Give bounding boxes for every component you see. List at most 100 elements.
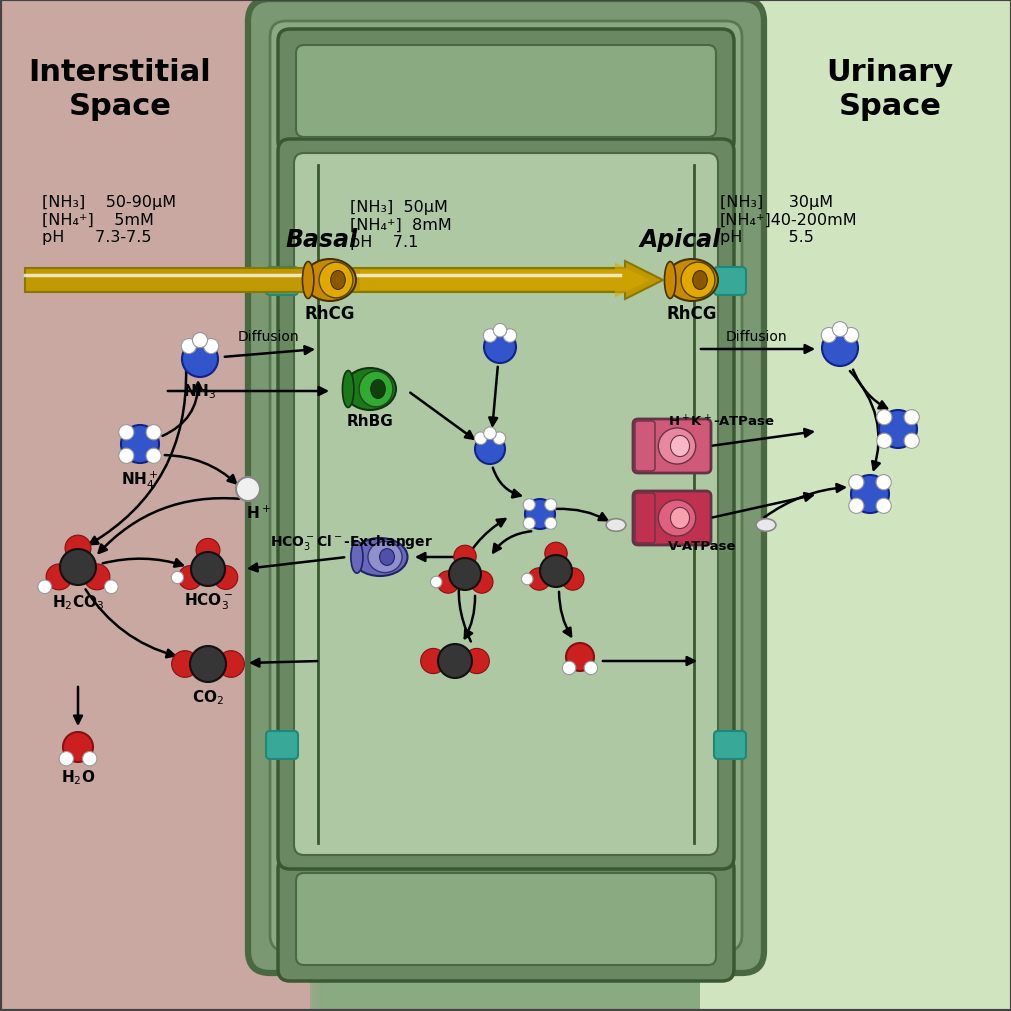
- Text: [NH₃]    50-90μM
[NH₄⁺]    5mM
pH      7.3-7.5: [NH₃] 50-90μM [NH₄⁺] 5mM pH 7.3-7.5: [42, 195, 176, 245]
- Circle shape: [84, 564, 110, 590]
- Ellipse shape: [665, 260, 717, 301]
- Text: [NH₃]  50μM
[NH₄⁺]  8mM
pH    7.1: [NH₃] 50μM [NH₄⁺] 8mM pH 7.1: [350, 200, 451, 250]
- Ellipse shape: [670, 436, 688, 457]
- Ellipse shape: [606, 520, 625, 532]
- Circle shape: [848, 475, 863, 490]
- Ellipse shape: [664, 262, 675, 299]
- Circle shape: [437, 571, 459, 593]
- Circle shape: [430, 576, 442, 588]
- Circle shape: [59, 752, 74, 766]
- Ellipse shape: [352, 539, 407, 576]
- Text: HCO$_3^-$: HCO$_3^-$: [183, 591, 233, 612]
- Text: Basal: Basal: [285, 227, 358, 252]
- Text: Diffusion: Diffusion: [725, 330, 786, 344]
- Circle shape: [483, 428, 495, 440]
- Text: H$_2$O: H$_2$O: [61, 767, 95, 786]
- Ellipse shape: [657, 500, 695, 537]
- Bar: [310, 0, 312, 1011]
- Circle shape: [190, 646, 225, 682]
- Ellipse shape: [368, 542, 401, 573]
- Circle shape: [492, 325, 507, 338]
- Circle shape: [191, 552, 224, 586]
- Circle shape: [848, 498, 863, 514]
- Bar: [309, 0, 311, 1011]
- FancyBboxPatch shape: [266, 731, 297, 759]
- FancyBboxPatch shape: [634, 493, 654, 544]
- Circle shape: [146, 449, 161, 464]
- Circle shape: [850, 475, 888, 514]
- Circle shape: [523, 499, 535, 512]
- Ellipse shape: [303, 260, 356, 301]
- Circle shape: [203, 339, 218, 354]
- Ellipse shape: [755, 520, 775, 532]
- Circle shape: [449, 558, 480, 590]
- Circle shape: [213, 566, 238, 589]
- Text: Interstitial
Space: Interstitial Space: [28, 58, 211, 120]
- Circle shape: [146, 426, 161, 441]
- Bar: [313, 0, 315, 1011]
- Circle shape: [217, 651, 244, 677]
- FancyArrow shape: [25, 262, 662, 299]
- Circle shape: [544, 499, 556, 512]
- Bar: [320, 0, 323, 1011]
- Circle shape: [876, 475, 891, 490]
- Circle shape: [474, 433, 486, 445]
- Ellipse shape: [302, 262, 313, 299]
- Ellipse shape: [657, 429, 695, 465]
- Text: NH$_3$: NH$_3$: [183, 381, 216, 400]
- Ellipse shape: [344, 369, 395, 410]
- Circle shape: [540, 555, 571, 587]
- Bar: [316, 0, 318, 1011]
- Circle shape: [544, 518, 556, 530]
- Circle shape: [502, 330, 517, 343]
- Bar: [305, 0, 307, 1011]
- Text: H$_2$CO$_3$: H$_2$CO$_3$: [52, 592, 104, 611]
- Circle shape: [561, 568, 583, 590]
- FancyBboxPatch shape: [278, 30, 733, 154]
- Circle shape: [182, 342, 217, 378]
- Ellipse shape: [359, 372, 392, 407]
- Circle shape: [118, 449, 133, 464]
- Circle shape: [171, 572, 183, 584]
- Bar: [319, 0, 321, 1011]
- FancyBboxPatch shape: [714, 268, 745, 295]
- FancyBboxPatch shape: [270, 22, 741, 951]
- Ellipse shape: [342, 371, 354, 408]
- FancyBboxPatch shape: [632, 491, 711, 546]
- Circle shape: [821, 331, 857, 367]
- Ellipse shape: [680, 263, 714, 298]
- Circle shape: [523, 518, 535, 530]
- Bar: [306, 0, 308, 1011]
- Ellipse shape: [331, 271, 345, 290]
- Circle shape: [438, 644, 471, 678]
- Circle shape: [421, 649, 446, 674]
- Bar: [307, 0, 309, 1011]
- Circle shape: [525, 499, 554, 530]
- Circle shape: [483, 332, 516, 364]
- Circle shape: [118, 426, 133, 441]
- Circle shape: [63, 732, 93, 762]
- Circle shape: [879, 410, 916, 449]
- Ellipse shape: [693, 271, 707, 290]
- Circle shape: [832, 323, 847, 338]
- Bar: [321, 0, 324, 1011]
- Circle shape: [47, 564, 72, 590]
- Circle shape: [492, 433, 506, 445]
- Bar: [324, 0, 326, 1011]
- Bar: [315, 0, 317, 1011]
- Circle shape: [565, 643, 593, 671]
- Ellipse shape: [370, 380, 385, 399]
- Bar: [312, 0, 314, 1011]
- Circle shape: [903, 434, 918, 449]
- Circle shape: [544, 543, 566, 565]
- Circle shape: [483, 330, 496, 343]
- FancyBboxPatch shape: [266, 268, 297, 295]
- FancyArrow shape: [360, 263, 649, 298]
- FancyBboxPatch shape: [634, 422, 654, 471]
- Text: RhCG: RhCG: [666, 304, 717, 323]
- Circle shape: [236, 477, 260, 501]
- Ellipse shape: [670, 508, 688, 529]
- Circle shape: [192, 334, 207, 349]
- Circle shape: [843, 329, 858, 344]
- Bar: [304, 0, 306, 1011]
